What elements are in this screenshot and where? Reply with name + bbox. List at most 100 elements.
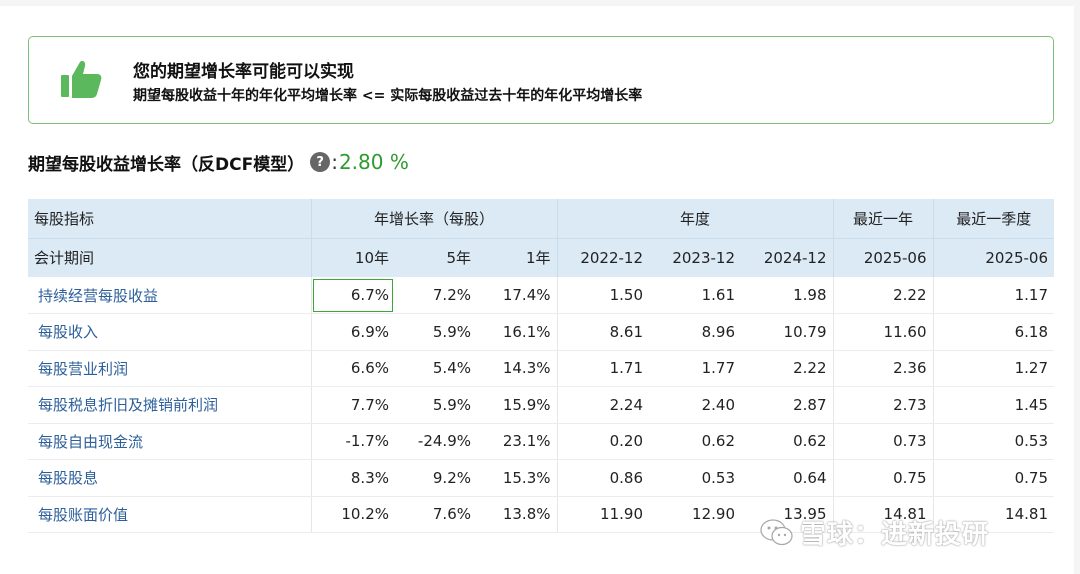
table-cell: 0.53: [649, 459, 741, 497]
table-cell: 7.2%: [395, 277, 477, 314]
table-row: 每股自由现金流 -1.7% -24.9% 23.1% 0.20 0.62 0.62 0.73 0…: [28, 423, 1054, 460]
table-cell: 2.40: [649, 386, 741, 424]
table-cell: 8.3%: [310, 459, 395, 497]
header-growth-group: 年增长率（每股）: [310, 199, 557, 239]
table-row: 每股税息折旧及摊销前利润 7.7% 5.9% 15.9% 2.24 2.40 2.87 2.7…: [28, 386, 1054, 424]
row-name-link[interactable]: 每股收入: [28, 313, 311, 351]
header-annual-group: 年度: [556, 199, 833, 239]
header-period: 会计期间: [28, 238, 311, 277]
table-cell: 13.95: [741, 496, 833, 533]
table-cell: 0.86: [556, 459, 649, 497]
row-name-link[interactable]: 每股营业利润: [28, 350, 311, 387]
table-cell[interactable]: 6.7%: [310, 277, 395, 314]
table-body: 持续经营每股收益 6.7% 7.2% 17.4% 1.50 1.61 1.98 2.22 1.1…: [28, 277, 1054, 533]
table-cell: 11.60: [832, 313, 933, 351]
table-cell: 0.20: [556, 423, 649, 460]
table-cell: 5.9%: [395, 386, 477, 424]
table-cell: 11.90: [556, 496, 649, 533]
table-cell: 13.8%: [477, 496, 557, 533]
table-cell: 17.4%: [477, 277, 557, 314]
success-alert: 您的期望增长率可能可以实现 期望每股收益十年的年化平均增长率 <= 实际每股收益…: [28, 36, 1054, 124]
expected-rate-colon: :: [331, 150, 338, 174]
header-2022-12: 2022-12: [556, 238, 649, 277]
help-icon[interactable]: ?: [310, 152, 331, 172]
header-5y: 5年: [395, 238, 477, 277]
table-cell: 14.81: [932, 496, 1054, 533]
table-cell: 1.71: [556, 350, 649, 387]
row-name-link[interactable]: 每股自由现金流: [28, 423, 311, 460]
table-cell: 2.24: [556, 386, 649, 424]
table-cell: 0.62: [741, 423, 833, 460]
expected-rate-value: 2.80 %: [338, 150, 409, 174]
watermark: 雪球：进新投研: [760, 514, 989, 551]
table-cell: 1.17: [932, 277, 1054, 314]
table-cell: 0.53: [932, 423, 1054, 460]
table-row: 每股账面价值 10.2% 7.6% 13.8% 11.90 12.90 13.95 14.81…: [28, 496, 1054, 533]
table-row: 每股收入 6.9% 5.9% 16.1% 8.61 8.96 10.79 11.60 6.18: [28, 313, 1054, 351]
table-cell: 0.75: [832, 459, 933, 497]
table-cell: 7.6%: [395, 496, 477, 533]
table-row: 每股股息 8.3% 9.2% 15.3% 0.86 0.53 0.64 0.75 0.75: [28, 459, 1054, 497]
table-cell: 5.4%: [395, 350, 477, 387]
table-cell: 1.61: [649, 277, 741, 314]
table-cell: 2.87: [741, 386, 833, 424]
table-cell: 2.36: [832, 350, 933, 387]
row-name-link[interactable]: 每股税息折旧及摊销前利润: [28, 386, 311, 424]
header-10y: 10年: [310, 238, 395, 277]
table-cell: 9.2%: [395, 459, 477, 497]
table-cell: 8.61: [556, 313, 649, 351]
table-row: 每股营业利润 6.6% 5.4% 14.3% 1.71 1.77 2.22 2.36 1.27: [28, 350, 1054, 387]
table-cell: 2.22: [741, 350, 833, 387]
alert-title: 您的期望增长率可能可以实现: [133, 62, 354, 82]
header-quarter-group: 最近一季度: [932, 199, 1054, 239]
expected-rate-label: 期望每股收益增长率（反DCF模型）: [28, 154, 305, 175]
table-cell: 0.64: [741, 459, 833, 497]
table-cell: 2.73: [832, 386, 933, 424]
alert-subtitle: 期望每股收益十年的年化平均增长率 <= 实际每股收益过去十年的年化平均增长率: [133, 88, 643, 104]
header-1y: 1年: [477, 238, 557, 277]
table-header-row: 每股指标 年增长率（每股） 年度 最近一年 最近一季度: [28, 199, 1054, 239]
table-cell: 1.45: [932, 386, 1054, 424]
row-name-link[interactable]: 持续经营每股收益: [28, 277, 311, 314]
table-row: 持续经营每股收益 6.7% 7.2% 17.4% 1.50 1.61 1.98 2.22 1.1…: [28, 277, 1054, 314]
table-cell: 1.50: [556, 277, 649, 314]
table-cell: 0.73: [832, 423, 933, 460]
thumbs-up-icon: [61, 61, 102, 98]
table-cell: 23.1%: [477, 423, 557, 460]
table-cell: 15.9%: [477, 386, 557, 424]
table-cell: 14.3%: [477, 350, 557, 387]
header-quarter-2025-06: 2025-06: [932, 238, 1054, 277]
table-cell: 1.27: [932, 350, 1054, 387]
table-cell: 7.7%: [310, 386, 395, 424]
table-cell: -24.9%: [395, 423, 477, 460]
table-cell: 6.6%: [310, 350, 395, 387]
header-2023-12: 2023-12: [649, 238, 741, 277]
expected-growth-rate: 期望每股收益增长率（反DCF模型） ? : 2.80 %: [28, 148, 409, 176]
table-cell: 0.75: [932, 459, 1054, 497]
table-cell: 10.79: [741, 313, 833, 351]
table-cell: 6.9%: [310, 313, 395, 351]
header-ttm-group: 最近一年: [832, 199, 933, 239]
wechat-icon: [760, 518, 793, 545]
table-cell: 14.81: [832, 496, 933, 533]
table-cell: -1.7%: [310, 423, 395, 460]
table-subheader-row: 会计期间 10年 5年 1年 2022-12 2023-12 2024-12 2…: [28, 238, 1054, 277]
table-cell: 10.2%: [310, 496, 395, 533]
table-cell: 15.3%: [477, 459, 557, 497]
per-share-metrics-table: 每股指标 年增长率（每股） 年度 最近一年 最近一季度 会计期间 10年 5年 …: [28, 199, 1054, 533]
table-cell: 6.18: [932, 313, 1054, 351]
header-indicator: 每股指标: [28, 199, 311, 239]
table-cell: 1.77: [649, 350, 741, 387]
page: 您的期望增长率可能可以实现 期望每股收益十年的年化平均增长率 <= 实际每股收益…: [0, 6, 1074, 574]
row-name-link[interactable]: 每股账面价值: [28, 496, 311, 533]
table-cell: 1.98: [741, 277, 833, 314]
table-cell: 5.9%: [395, 313, 477, 351]
table-cell: 2.22: [832, 277, 933, 314]
row-name-link[interactable]: 每股股息: [28, 459, 311, 497]
header-2024-12: 2024-12: [741, 238, 833, 277]
table-cell: 8.96: [649, 313, 741, 351]
table-cell: 16.1%: [477, 313, 557, 351]
table-cell: 12.90: [649, 496, 741, 533]
header-ttm-2025-06: 2025-06: [832, 238, 933, 277]
table-cell: 0.62: [649, 423, 741, 460]
